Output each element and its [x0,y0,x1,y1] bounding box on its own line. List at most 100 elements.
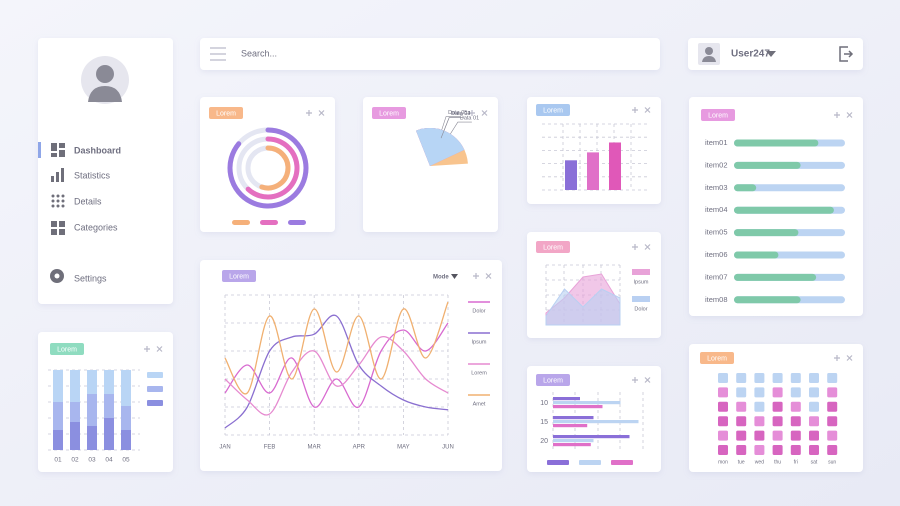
nav-item[interactable]: Details [74,196,102,206]
add-icon[interactable] [144,346,150,352]
legend-pill [147,386,163,392]
x-tick-label: MAR [308,445,322,451]
heat-cell [718,387,728,398]
item-label: item02 [705,160,728,169]
heat-cell [790,445,801,455]
legend-pill [260,220,278,225]
line-series [224,335,449,416]
x-tick-label: JUN [442,445,454,451]
legend-pill [611,460,633,465]
heat-cell [736,387,747,398]
legend-label: Dolor [634,306,647,312]
heat-cell [736,430,747,441]
mode-arrow[interactable] [451,274,458,279]
legend-pill [147,400,163,406]
pie-label: Data 05 [448,110,467,116]
heat-cell [790,401,801,412]
donut-panel [200,97,335,232]
add-icon[interactable] [632,377,638,383]
heat-cell [736,401,747,412]
progress-track [734,184,845,192]
close-icon[interactable] [485,273,492,279]
search-bar[interactable] [200,38,660,70]
x-tick-label: FEB [264,445,276,451]
x-tick-label: 03 [88,457,96,464]
legend-label: Ipsum [634,279,649,285]
add-icon[interactable] [306,110,312,116]
close-icon[interactable] [644,244,651,250]
heat-cell [809,430,819,441]
add-icon[interactable] [834,112,840,118]
logout-icon[interactable] [839,46,854,62]
stacked-bar [121,430,131,450]
donut-tag [209,107,243,119]
stacked-bar [70,402,80,422]
pie-tag-text: Lorem [379,110,399,117]
heat-cell [754,387,765,398]
user-dropdown[interactable] [766,51,776,57]
add-icon[interactable] [469,110,475,116]
nav-item[interactable]: Categories [74,222,118,232]
menu-icon[interactable] [210,47,226,61]
nav-item[interactable]: Settings [74,273,107,283]
close-icon[interactable] [481,110,488,116]
legend-pill [232,220,250,225]
heat-cell [827,401,838,412]
x-tick-label: 05 [122,457,130,464]
heat-cell [754,416,765,427]
day-label: tue [738,459,745,465]
line-series [224,314,449,429]
x-tick-label: JAN [219,445,230,451]
ring-arc [259,145,291,191]
progress-fill [734,184,757,192]
heat-cell [827,373,838,383]
item-label: item03 [705,183,728,192]
nav-item[interactable]: Statistics [74,170,111,180]
settings-hole [54,273,60,279]
hbar [553,420,639,424]
item-label: item04 [705,205,728,214]
progress-fill [734,251,779,259]
add-icon[interactable] [473,273,479,279]
item-label: item05 [705,228,728,237]
heat-cell [718,416,728,427]
item-label: item01 [705,138,728,147]
stacked-bar [104,370,114,394]
hbars-tag [536,374,570,386]
x-tick-label: 02 [71,457,79,464]
close-icon[interactable] [644,377,651,383]
user-avatar-head [705,47,713,55]
heat-cell [718,445,728,455]
close-icon[interactable] [846,112,853,118]
mode-select[interactable]: Mode [433,275,449,281]
pie-label: Data 02 [451,111,470,117]
progress-fill [734,229,799,237]
add-icon[interactable] [632,244,638,250]
nav-item[interactable]: Dashboard [74,145,121,155]
hbar [553,439,594,443]
heat-cell [718,373,728,383]
item-label: item08 [705,295,728,304]
heat-cell [809,387,819,398]
add-icon[interactable] [632,107,638,113]
pie-slice [416,128,465,166]
user-bar [688,38,863,70]
heat-cell [772,430,783,441]
pie-label: Data 01 [460,116,479,122]
heat-cell [809,416,819,427]
heat-cell [772,387,783,398]
close-icon[interactable] [156,346,163,352]
add-icon[interactable] [834,355,840,361]
heat-cell [754,430,765,441]
progress-fill [734,296,801,304]
close-icon[interactable] [318,110,325,116]
x-tick-label: APR [353,445,366,451]
close-icon[interactable] [846,355,853,361]
stacked-bar [70,370,80,402]
avatar-head [96,65,114,83]
stacked-tag-text: Lorem [57,346,77,353]
heat-cell [827,387,838,398]
close-icon[interactable] [644,107,651,113]
